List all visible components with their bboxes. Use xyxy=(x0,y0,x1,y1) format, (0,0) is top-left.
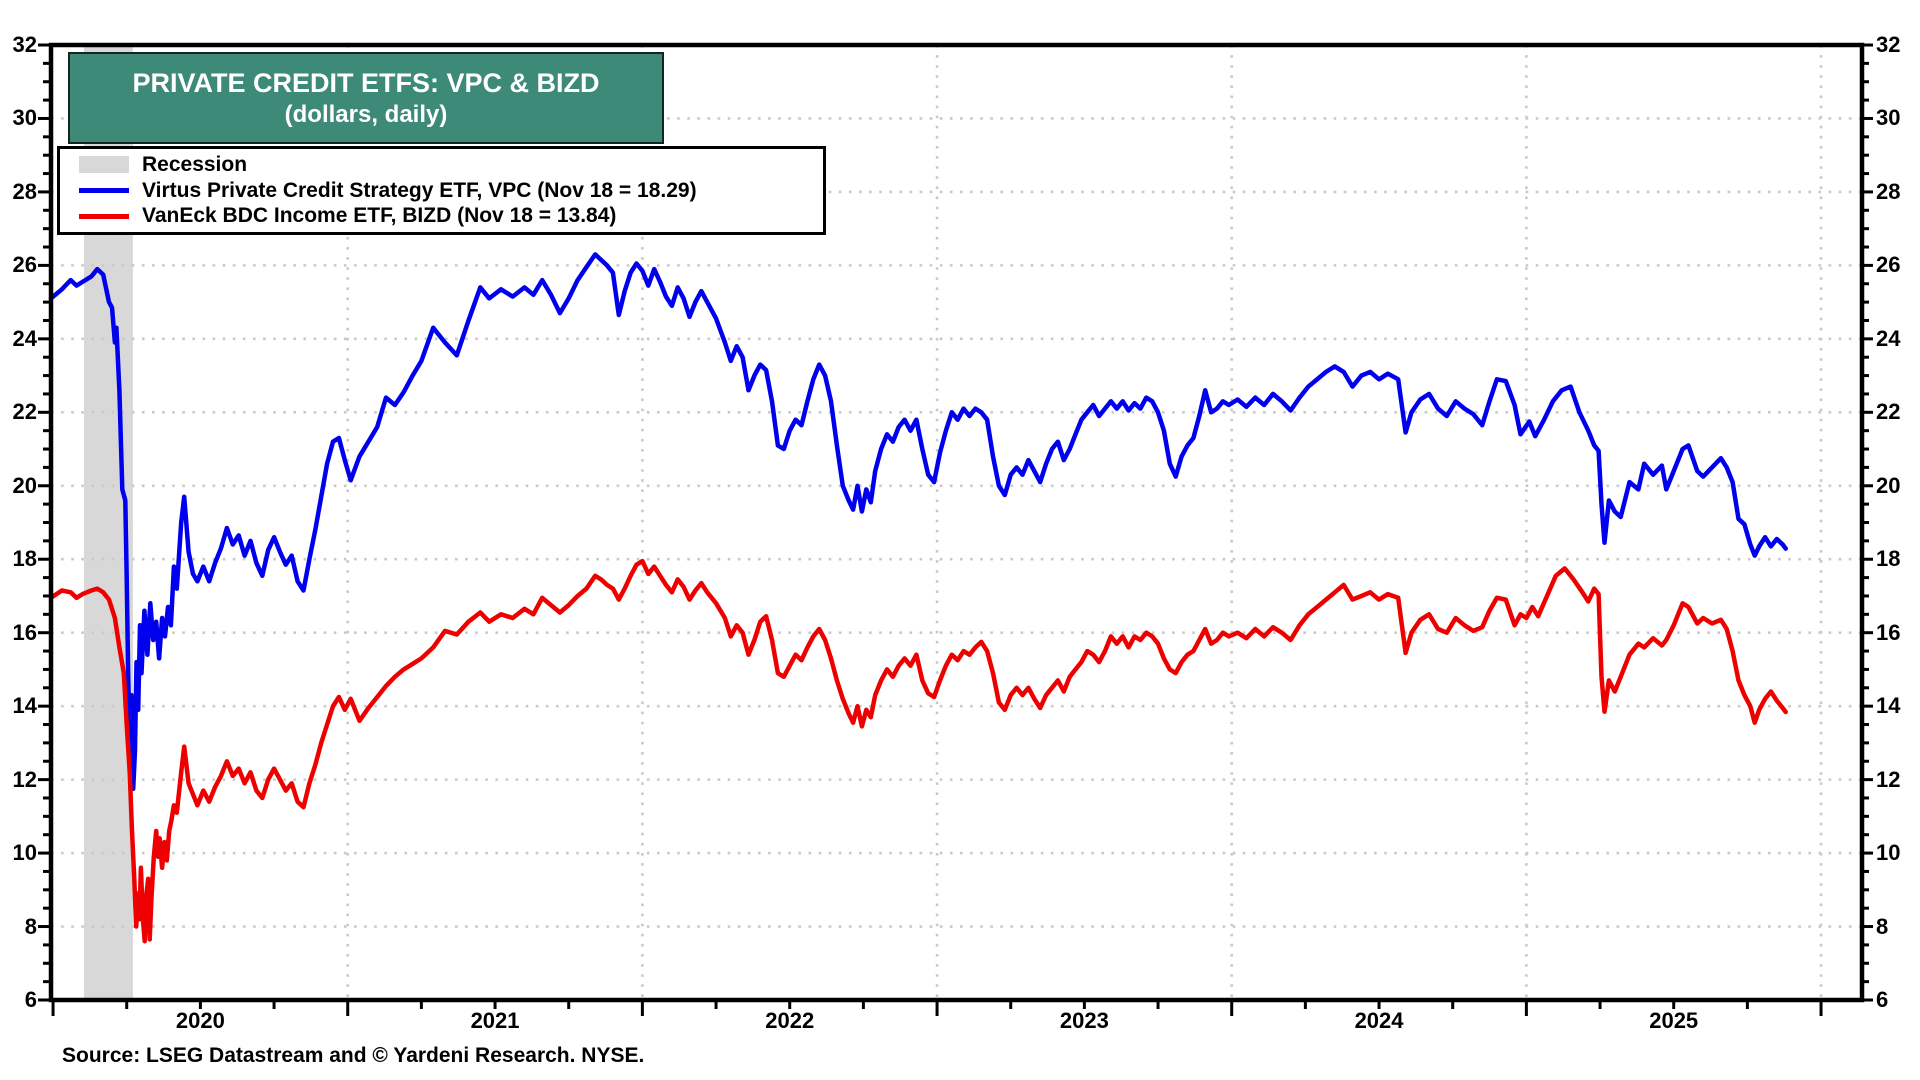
bizd-line-swatch xyxy=(79,213,129,219)
y-axis-label-right: 14 xyxy=(1876,693,1901,719)
legend-item-bizd: VanEck BDC Income ETF, BIZD (Nov 18 = 13… xyxy=(60,203,823,229)
y-axis-label-left: 12 xyxy=(12,766,37,792)
y-axis-label-right: 20 xyxy=(1876,472,1901,498)
legend-label-vpc: Virtus Private Credit Strategy ETF, VPC … xyxy=(142,178,697,202)
chart-title: PRIVATE CREDIT ETFS: VPC & BIZD xyxy=(132,68,600,98)
y-axis-label-left: 20 xyxy=(12,472,37,498)
recession-swatch xyxy=(79,156,129,174)
y-axis-label-right: 18 xyxy=(1876,546,1901,572)
y-axis-label-right: 10 xyxy=(1876,840,1901,866)
x-axis-label: 2021 xyxy=(470,1008,520,1033)
y-axis-label-right: 30 xyxy=(1876,105,1901,131)
y-axis-label-right: 6 xyxy=(1876,987,1889,1012)
plot-frame xyxy=(48,42,1865,1003)
y-axis-label-left: 16 xyxy=(12,619,37,645)
y-axis-label-left: 26 xyxy=(12,252,37,278)
legend: Recession Virtus Private Credit Strategy… xyxy=(57,146,826,235)
y-axis-label-left: 6 xyxy=(24,987,37,1012)
y-axis-label-right: 22 xyxy=(1876,399,1901,425)
y-axis-label-left: 22 xyxy=(12,399,37,425)
y-axis-label-right: 28 xyxy=(1876,178,1901,204)
x-axis-label: 2020 xyxy=(175,1008,225,1033)
x-axis-label: 2024 xyxy=(1354,1008,1404,1033)
legend-label-bizd: VanEck BDC Income ETF, BIZD (Nov 18 = 13… xyxy=(142,204,617,228)
y-axis-label-left: 28 xyxy=(12,178,37,204)
source-note: Source: LSEG Datastream and © Yardeni Re… xyxy=(62,1044,645,1067)
y-axis-label-right: 16 xyxy=(1876,619,1901,645)
y-axis-label-right: 32 xyxy=(1876,32,1901,57)
y-axis-label-right: 24 xyxy=(1876,325,1901,351)
y-axis-label-right: 8 xyxy=(1876,913,1889,939)
y-axis-label-right: 26 xyxy=(1876,252,1901,278)
legend-item-recession: Recession xyxy=(60,152,823,178)
y-axis-label-left: 10 xyxy=(12,840,37,866)
vpc-line-swatch xyxy=(79,188,129,193)
bizd-line xyxy=(48,558,1788,944)
vpc-line xyxy=(48,252,1788,792)
y-axis-label-left: 30 xyxy=(12,105,37,131)
x-axis-label: 2022 xyxy=(765,1008,815,1033)
legend-label-recession: Recession xyxy=(142,152,248,176)
y-axis-label-left: 24 xyxy=(12,325,37,351)
y-axis-label-left: 32 xyxy=(12,32,37,57)
x-axis-label: 2023 xyxy=(1059,1008,1109,1033)
y-axis-label-right: 12 xyxy=(1876,766,1901,792)
y-axis-label-left: 14 xyxy=(12,693,37,719)
chart-subtitle: (dollars, daily) xyxy=(284,101,448,128)
y-axis-label-left: 18 xyxy=(12,546,37,572)
legend-item-vpc: Virtus Private Credit Strategy ETF, VPC … xyxy=(60,178,823,204)
y-axis-label-left: 8 xyxy=(24,913,37,939)
x-axis-label: 2025 xyxy=(1649,1008,1699,1033)
chart-title-box: PRIVATE CREDIT ETFS: VPC & BIZD (dollars… xyxy=(68,52,664,144)
